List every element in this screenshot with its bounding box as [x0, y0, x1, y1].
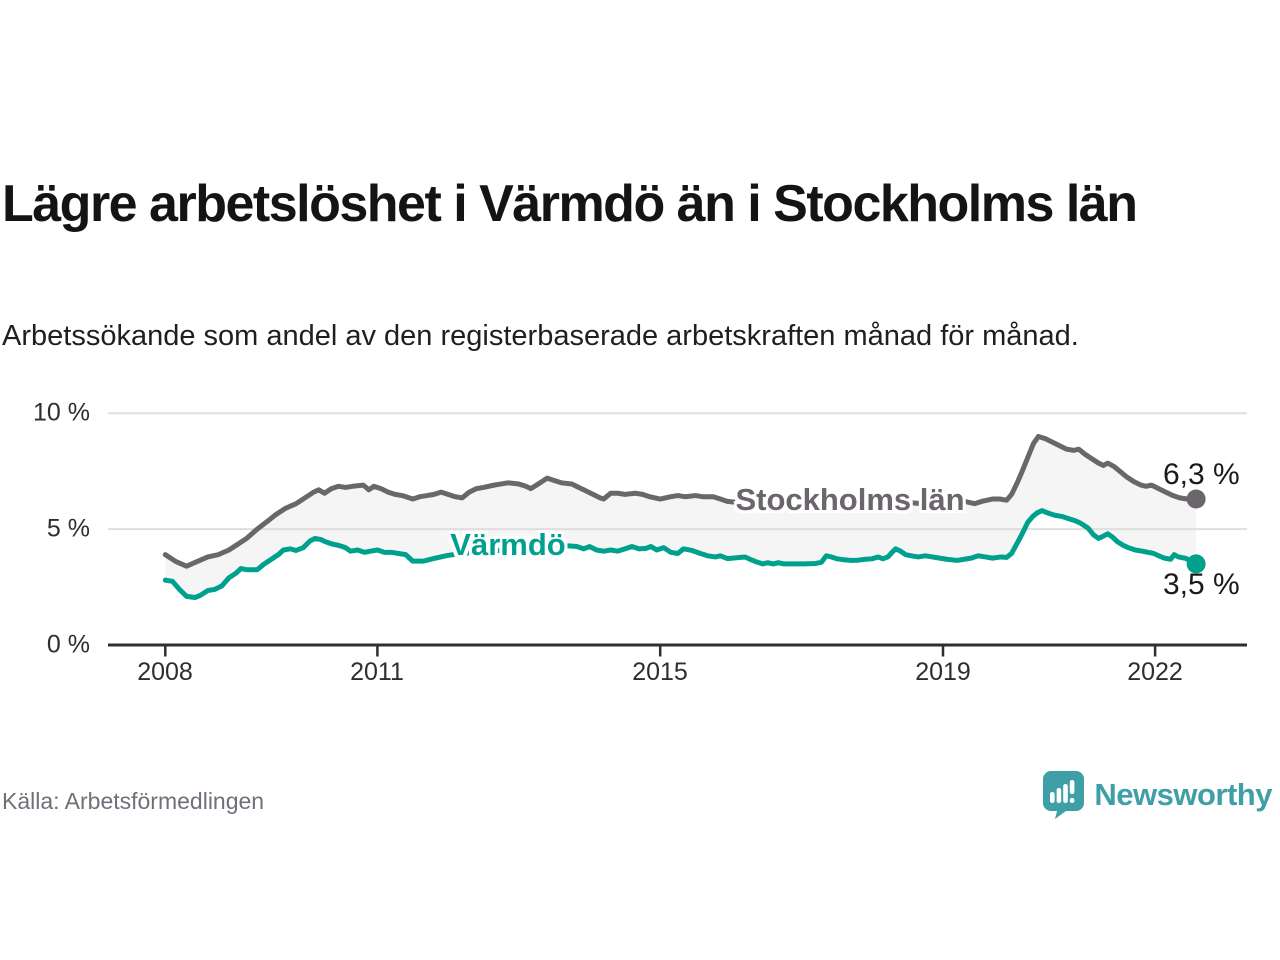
page-title: Lägre arbetslöshet i Värmdö än i Stockho…: [2, 174, 1138, 233]
series-label-varmdo: Värmdö: [450, 527, 566, 562]
newsworthy-badge-icon: [1043, 771, 1085, 819]
series-line-1: [162, 508, 1199, 601]
brand-name: Newsworthy: [1094, 777, 1272, 812]
brand-logo: Newsworthy: [1043, 771, 1272, 819]
x-axis-tick-label-2019: 2019: [915, 658, 971, 686]
y-axis-tick-label-0: 0 %: [46, 630, 90, 659]
source-note: Källa: Arbetsförmedlingen: [2, 788, 265, 814]
x-axis-tick-label-2011: 2011: [350, 658, 404, 686]
end-value-label-varmdo: 3,5 %: [1163, 568, 1240, 601]
x-axis-tick-label-2015: 2015: [632, 658, 688, 686]
end-value-label-stockholms-lan: 6,3 %: [1163, 458, 1240, 491]
series-end-dot-0: [1186, 489, 1206, 509]
series-line-0: [162, 433, 1199, 569]
chart-subtitle: Arbetssökande som andel av den registerb…: [2, 320, 1079, 352]
y-axis-tick-label-10: 10 %: [33, 398, 90, 427]
x-axis-tick-label-2022: 2022: [1127, 658, 1183, 686]
series-label-stockholms-lan: Stockholms län: [735, 482, 965, 517]
band-between-series: [165, 436, 1197, 598]
series-end-dot-1: [1186, 554, 1206, 574]
x-axis-tick-label-2008: 2008: [137, 658, 193, 686]
y-axis-tick-label-5: 5 %: [46, 514, 90, 543]
